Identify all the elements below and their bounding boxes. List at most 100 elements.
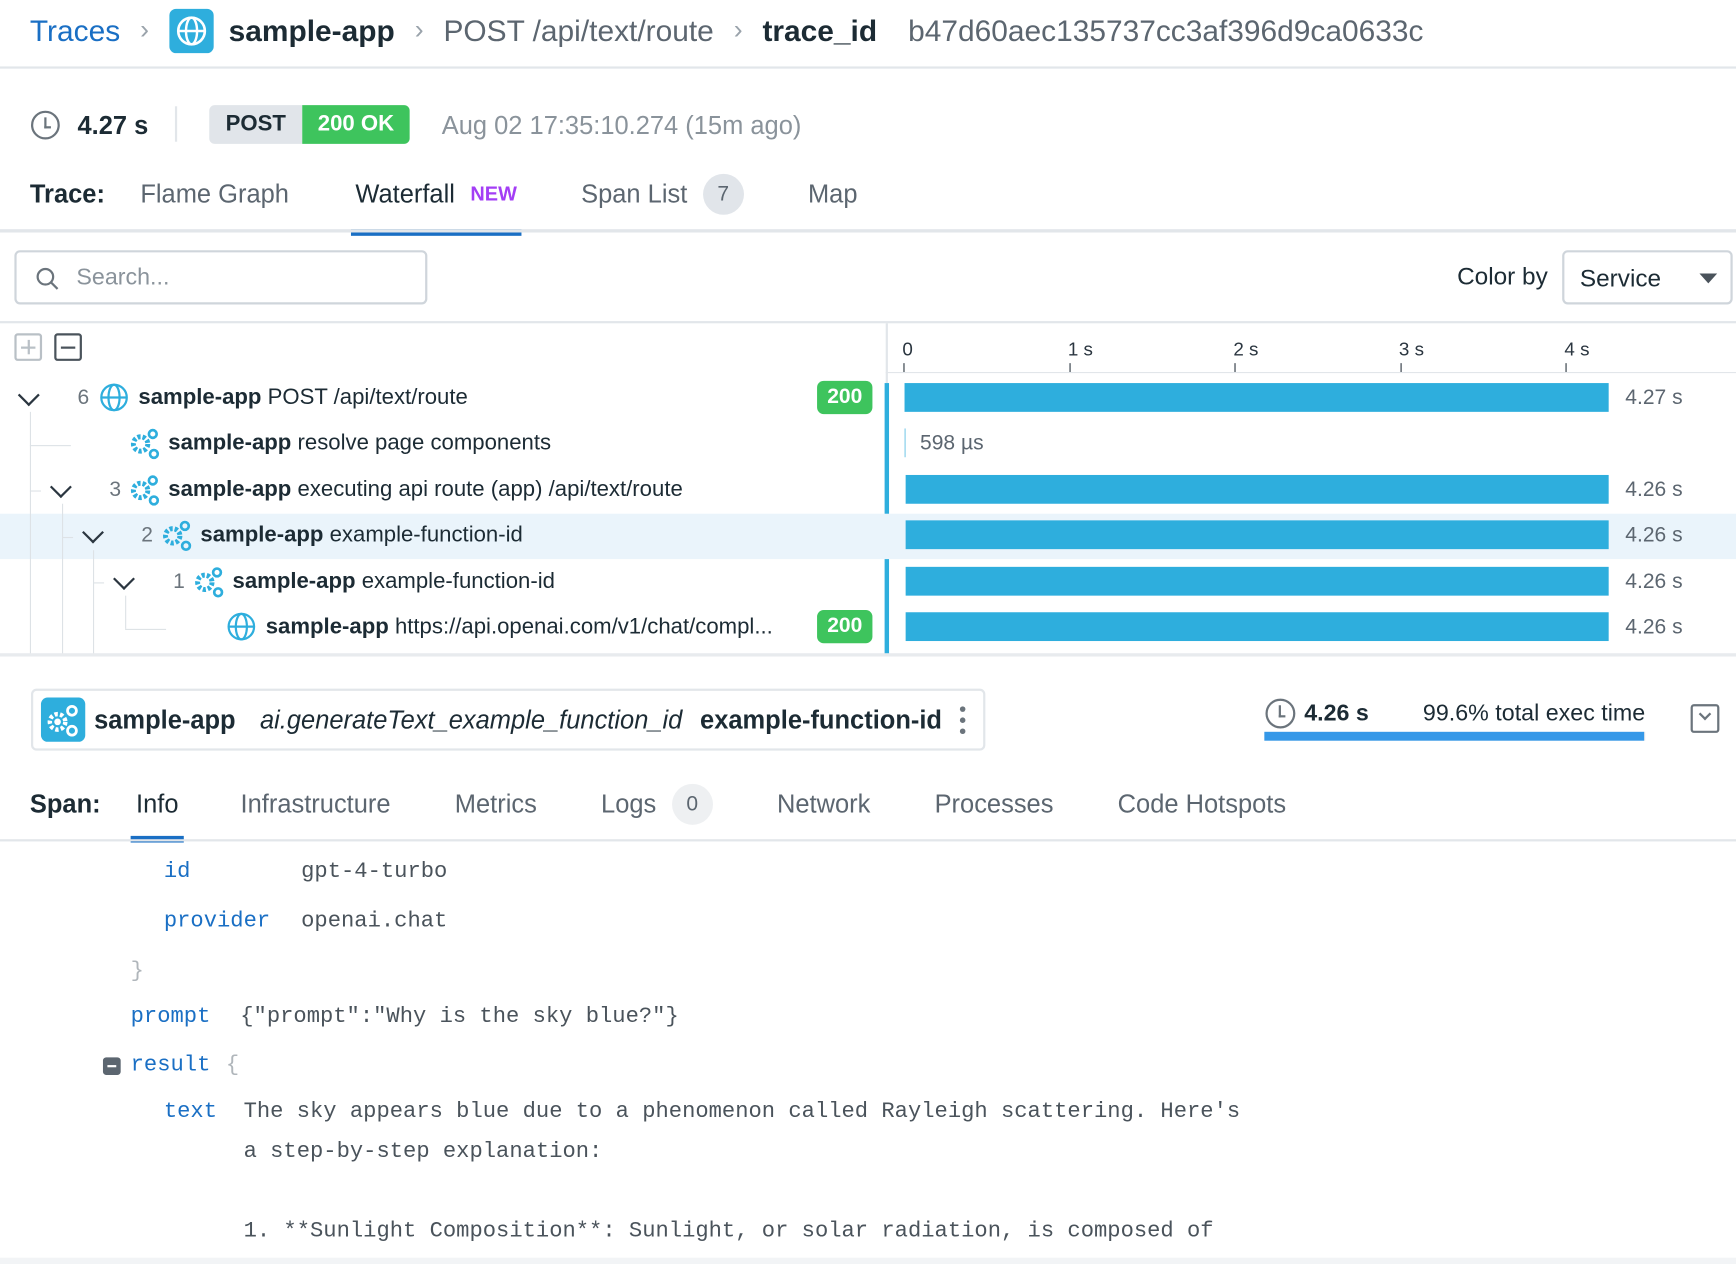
span-service: sample-app <box>265 614 389 639</box>
tab-metrics[interactable]: Metrics <box>454 788 537 818</box>
span-row[interactable]: sample-app resolve page components <box>0 422 886 467</box>
search-icon <box>36 267 59 290</box>
status-badge: 200 <box>817 380 873 415</box>
span-count-badge: 7 <box>702 173 744 215</box>
span-exec-time: 99.6% total exec time <box>1422 700 1646 727</box>
attr-value-id[interactable]: gpt-4-turbo <box>301 859 448 885</box>
span-duration: 4.27 s <box>1625 386 1683 410</box>
span-resource: example-function-id <box>700 704 942 734</box>
span-name: resolve page components <box>297 430 552 456</box>
span-service: sample-app <box>200 522 324 547</box>
clock-icon <box>1265 698 1296 729</box>
gears-icon <box>193 566 226 605</box>
trace-id-value[interactable]: b47d60aec135737cc3af396d9ca0633c <box>908 13 1424 48</box>
status-badge: 200 OK <box>302 105 410 144</box>
breadcrumb-traces-link[interactable]: Traces <box>29 13 121 48</box>
open-brace: { <box>225 1052 240 1079</box>
span-bar[interactable] <box>906 612 1609 642</box>
span-bar[interactable] <box>906 566 1610 596</box>
chevron-down-icon[interactable] <box>17 384 40 407</box>
span-service: sample-app <box>232 569 356 594</box>
gears-icon <box>128 427 161 466</box>
span-duration: 4.26 s <box>1304 700 1369 727</box>
attr-key-result: result <box>130 1052 211 1079</box>
span-duration: 4.26 s <box>1625 615 1683 639</box>
span-row[interactable]: 6 sample-app POST /api/text/route 200 <box>0 376 886 421</box>
chevron-right-icon: › <box>414 15 424 46</box>
attr-value-provider[interactable]: openai.chat <box>301 908 448 935</box>
timeline-tick-mark <box>1068 363 1071 372</box>
span-row[interactable]: 1 sample-app example-function-id <box>0 560 886 605</box>
tab-processes[interactable]: Processes <box>934 788 1054 818</box>
span-duration: 4.26 s <box>1625 570 1683 594</box>
collapse-panel-button[interactable] <box>1690 704 1720 733</box>
span-duration: 598 µs <box>920 431 984 456</box>
trace-duration: 4.27 s <box>77 110 149 140</box>
timeline-tick-label: 4 s <box>1564 338 1590 360</box>
search-input[interactable]: Search... <box>14 250 428 305</box>
close-brace: } <box>130 958 144 985</box>
active-tab-indicator <box>130 835 185 842</box>
tab-network[interactable]: Network <box>776 788 871 818</box>
timeline-tick-mark <box>1399 363 1402 372</box>
child-count: 6 <box>77 386 90 410</box>
gears-icon <box>161 519 194 558</box>
span-service: sample-app <box>168 477 292 502</box>
attr-key-text: text <box>163 1099 218 1125</box>
divider <box>174 106 178 142</box>
span-bar[interactable] <box>906 474 1610 504</box>
span-bar[interactable] <box>906 520 1610 550</box>
search-placeholder: Search... <box>76 264 170 291</box>
tab-span-list[interactable]: Span List <box>581 178 688 208</box>
span-service[interactable]: sample-app <box>94 704 236 734</box>
span-tabs: Span: Info Infrastructure Metrics Logs 0… <box>29 782 1287 842</box>
trace-tabs: Trace: Flame Graph Waterfall NEW Span Li… <box>29 172 858 236</box>
tab-waterfall[interactable]: Waterfall NEW <box>350 179 522 236</box>
attr-value-prompt[interactable]: {"prompt":"Why is the sky blue?"} <box>240 1004 679 1030</box>
color-by-select[interactable]: Service <box>1562 250 1733 305</box>
tab-logs[interactable]: Logs <box>601 788 657 818</box>
span-bar[interactable] <box>904 383 1610 412</box>
collapse-all-button[interactable] <box>54 333 82 361</box>
span-row[interactable]: 2 sample-app example-function-id <box>0 514 886 559</box>
breadcrumb-resource-link[interactable]: POST /api/text/route <box>443 13 714 48</box>
attr-key-id: id <box>163 859 191 885</box>
tab-map[interactable]: Map <box>807 178 858 208</box>
logs-count-badge: 0 <box>671 783 713 825</box>
globe-icon <box>226 611 257 648</box>
attr-value-text-line[interactable]: 1. **Sunlight Composition**: Sunlight, o… <box>243 1218 1214 1245</box>
tab-code-hotspots[interactable]: Code Hotspots <box>1117 788 1287 818</box>
span-bar[interactable] <box>904 428 906 458</box>
span-row[interactable]: 3 sample-app executing api route (app) /a… <box>0 468 886 513</box>
collapse-result-toggle[interactable] <box>102 1057 121 1076</box>
attr-value-text-line[interactable]: The sky appears blue due to a phenomenon… <box>243 1099 1241 1125</box>
attr-key-prompt: prompt <box>130 1004 211 1030</box>
child-count: 1 <box>173 570 185 594</box>
more-options-icon[interactable] <box>959 705 966 734</box>
breadcrumb-service-link[interactable]: sample-app <box>228 13 395 48</box>
caret-down-icon <box>1699 273 1718 284</box>
trace-id-label: trace_id <box>762 13 878 48</box>
new-badge: NEW <box>470 182 517 205</box>
chevron-down-icon[interactable] <box>81 521 104 544</box>
expand-all-button[interactable] <box>14 333 43 361</box>
tab-info-label: Info <box>136 788 179 818</box>
tab-infrastructure[interactable]: Infrastructure <box>240 788 391 818</box>
tab-info[interactable]: Info <box>130 788 185 842</box>
span-name: executing api route (app) /api/text/rout… <box>297 477 683 502</box>
timeline-tick-mark <box>1565 363 1567 372</box>
chevron-down-icon[interactable] <box>49 476 72 499</box>
timeline-tick-mark <box>903 363 905 372</box>
exec-time-bar <box>1264 731 1646 741</box>
chevron-right-icon: › <box>140 15 149 46</box>
tab-flame-graph[interactable]: Flame Graph <box>140 178 289 208</box>
globe-icon <box>99 382 130 419</box>
span-row[interactable]: sample-app https://api.openai.com/v1/cha… <box>0 606 886 651</box>
color-by-label: Color by <box>1457 262 1548 291</box>
attr-value-text-line[interactable]: a step-by-step explanation: <box>243 1139 603 1165</box>
trace-tabs-label: Trace: <box>29 178 105 208</box>
gears-icon <box>128 474 161 513</box>
chevron-down-icon[interactable] <box>113 568 136 590</box>
span-tabs-label: Span: <box>29 788 101 818</box>
timeline-tick-label: 1 s <box>1067 338 1093 360</box>
